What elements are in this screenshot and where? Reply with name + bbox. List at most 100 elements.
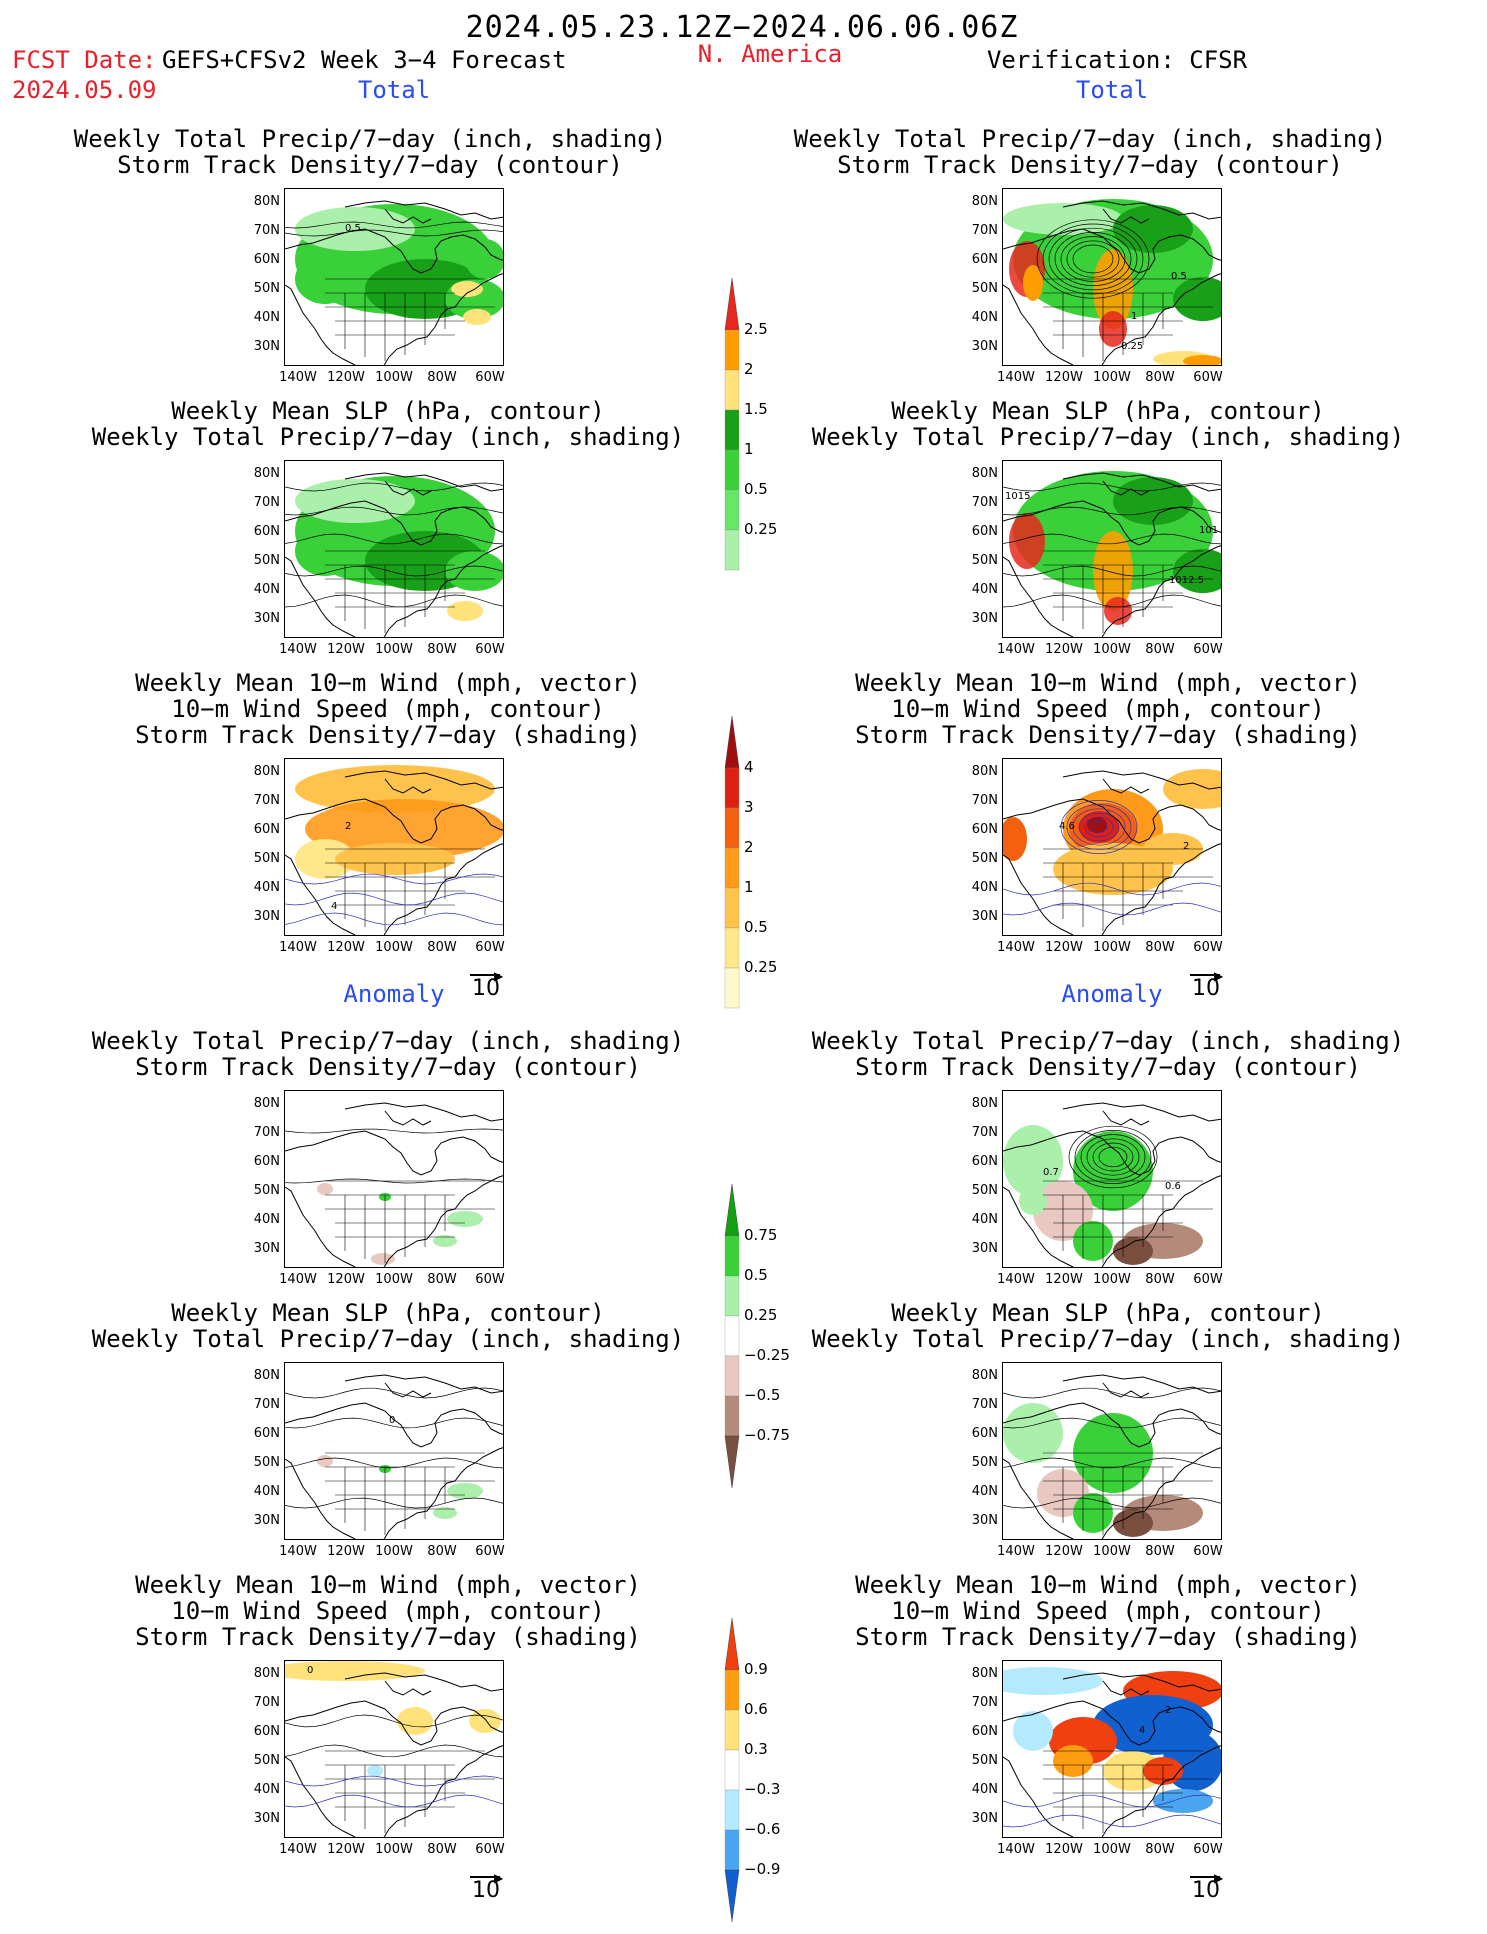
lat-tick-label: 70N <box>253 1695 280 1710</box>
lon-tick-label: 60W <box>475 642 505 657</box>
lon-tick-label: 60W <box>1193 1544 1223 1559</box>
map-panel-obs-total-slp-precip: 1015 101 1012.5 <box>1002 460 1222 638</box>
contour-label: 1012.5 <box>1169 575 1204 586</box>
map-panel-obs-anom-slp-precip <box>1002 1362 1222 1540</box>
title-p1: Weekly Total Precip/7−day (inch, shading… <box>73 125 667 179</box>
colorbar-tick-label: −0.25 <box>744 1346 790 1364</box>
contour-label: 2 <box>1183 841 1189 852</box>
lat-tick-label: 70N <box>971 1125 998 1140</box>
lat-tick-label: 70N <box>971 1695 998 1710</box>
lon-tick-label: 100W <box>375 642 413 657</box>
lon-tick-label: 80W <box>1145 642 1175 657</box>
lat-tick-label: 30N <box>971 339 998 354</box>
colorbar-tick-label: 0.25 <box>744 958 778 976</box>
lon-tick-label: 140W <box>997 1272 1035 1287</box>
lon-tick-label: 100W <box>375 940 413 955</box>
lon-tick-label: 120W <box>327 940 365 955</box>
lat-tick-label: 80N <box>971 466 998 481</box>
fcst-date: 2024.05.09 <box>12 76 157 104</box>
contour-label: 1015 <box>1005 491 1030 502</box>
lon-tick-label: 140W <box>997 642 1035 657</box>
lon-tick-label: 140W <box>279 642 317 657</box>
lon-tick-label: 80W <box>1145 940 1175 955</box>
fcst-date-label: FCST Date: <box>12 46 157 74</box>
lon-tick-label: 140W <box>279 370 317 385</box>
lat-tick-label: 80N <box>971 1666 998 1681</box>
lat-tick-label: 60N <box>253 252 280 267</box>
lat-tick-label: 50N <box>971 1455 998 1470</box>
lon-tick-label: 100W <box>375 1842 413 1857</box>
lon-tick-label: 140W <box>279 1544 317 1559</box>
contour-label: 2 <box>1165 1705 1171 1716</box>
lon-tick-label: 120W <box>327 370 365 385</box>
lat-tick-label: 70N <box>253 793 280 808</box>
lat-tick-label: 80N <box>253 1368 280 1383</box>
lat-tick-label: 70N <box>971 1397 998 1412</box>
contour-label: 0.6 <box>1165 1181 1181 1192</box>
lon-tick-label: 120W <box>1045 1544 1083 1559</box>
lat-tick-label: 60N <box>253 1724 280 1739</box>
section-anomaly-right: Anomaly <box>1061 980 1163 1008</box>
colorbar-tick-label: 0.5 <box>744 480 768 498</box>
lat-tick-label: 80N <box>971 764 998 779</box>
lon-tick-label: 80W <box>427 1272 457 1287</box>
lat-tick-label: 30N <box>971 611 998 626</box>
lon-tick-label: 80W <box>427 940 457 955</box>
title-p7: Weekly Total Precip/7−day (inch, shading… <box>91 1027 685 1081</box>
colorbar-tick-label: 0.5 <box>744 918 768 936</box>
contour-label: 0.5 <box>345 223 361 234</box>
lat-tick-label: 30N <box>253 339 280 354</box>
lon-tick-label: 140W <box>997 370 1035 385</box>
map-panel-obs-total-wind-track: 4.6 2 <box>1002 758 1222 936</box>
lat-tick-label: 50N <box>971 851 998 866</box>
lat-tick-label: 50N <box>253 553 280 568</box>
title-p3: Weekly Mean SLP (hPa, contour) Weekly To… <box>91 397 685 451</box>
colorbar-tick-label: 2 <box>744 360 754 378</box>
date-range-title: 2024.05.23.12Z−2024.06.06.06Z <box>465 10 1019 45</box>
lat-tick-label: 30N <box>253 611 280 626</box>
lat-tick-label: 70N <box>253 1125 280 1140</box>
lon-tick-label: 80W <box>1145 1272 1175 1287</box>
lat-tick-label: 30N <box>253 1241 280 1256</box>
lat-tick-label: 60N <box>253 1426 280 1441</box>
section-total-right: Total <box>1075 76 1149 104</box>
lat-tick-label: 60N <box>971 822 998 837</box>
lat-tick-label: 70N <box>253 1397 280 1412</box>
lon-tick-label: 120W <box>327 1272 365 1287</box>
lon-tick-label: 120W <box>327 1842 365 1857</box>
colorbar-tick-label: −0.75 <box>744 1426 790 1444</box>
colorbar-tick-label: −0.6 <box>744 1820 781 1838</box>
lat-tick-label: 30N <box>253 1513 280 1528</box>
lat-tick-label: 40N <box>253 582 280 597</box>
lon-tick-label: 140W <box>279 1842 317 1857</box>
contour-label: 0.7 <box>1043 1167 1059 1178</box>
lon-tick-label: 100W <box>1093 642 1131 657</box>
colorbar-tick-label: 4 <box>744 758 754 776</box>
lon-tick-label: 100W <box>1093 1544 1131 1559</box>
colorbar-track-total: 4 3 2 1 0.5 0.25 <box>724 708 777 1032</box>
colorbar-tick-label: 1 <box>744 878 754 896</box>
model-label: GEFS+CFSv2 Week 3−4 Forecast <box>162 46 567 74</box>
lon-tick-label: 120W <box>327 642 365 657</box>
colorbar-tick-label: 2.5 <box>744 320 768 338</box>
lon-tick-label: 60W <box>1193 940 1223 955</box>
lat-tick-label: 40N <box>971 880 998 895</box>
lon-tick-label: 100W <box>1093 370 1131 385</box>
lon-tick-label: 100W <box>1093 1272 1131 1287</box>
contour-label: 0 <box>389 1415 395 1426</box>
title-p10: Weekly Mean SLP (hPa, contour) Weekly To… <box>811 1299 1405 1353</box>
colorbar-tick-label: 3 <box>744 798 754 816</box>
lon-tick-label: 60W <box>1193 1842 1223 1857</box>
lat-tick-label: 30N <box>253 909 280 924</box>
colorbar-precip-anom: 0.75 0.5 0.25 −0.25 −0.5 −0.75 <box>724 1176 790 1500</box>
lat-tick-label: 60N <box>253 1154 280 1169</box>
colorbar-tick-label: 2 <box>744 838 754 856</box>
contour-label: 101 <box>1199 525 1218 536</box>
lon-tick-label: 100W <box>1093 940 1131 955</box>
section-anomaly-left: Anomaly <box>343 980 445 1008</box>
lon-tick-label: 120W <box>1045 1272 1083 1287</box>
contour-label: 1 <box>1131 311 1137 322</box>
section-total-left: Total <box>357 76 431 104</box>
title-p2: Weekly Total Precip/7−day (inch, shading… <box>793 125 1387 179</box>
